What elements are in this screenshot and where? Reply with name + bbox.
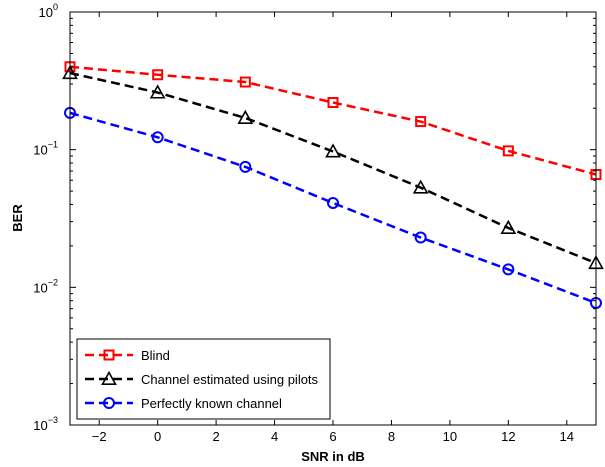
y-tick-label: 100 xyxy=(39,2,58,20)
data-point xyxy=(412,179,429,194)
y-tick-exponent: −1 xyxy=(48,140,58,150)
data-point xyxy=(327,196,339,209)
data-point xyxy=(151,131,164,144)
series-line xyxy=(69,65,597,176)
legend-marker xyxy=(101,370,117,386)
x-tick-label: 6 xyxy=(329,429,336,444)
legend-marker xyxy=(103,397,115,409)
y-tick-exponent: −2 xyxy=(48,277,58,287)
y-tick-label: 10−3 xyxy=(33,415,58,433)
x-ticks: −2 0 2 4 6 8 10 12 14 xyxy=(92,12,574,444)
legend-marker xyxy=(103,349,115,361)
y-axis-label: BER xyxy=(10,204,25,232)
x-tick-label: 2 xyxy=(212,429,219,444)
y-tick-label: 10−1 xyxy=(33,140,58,158)
x-tick-label: 10 xyxy=(443,429,457,444)
data-point xyxy=(502,263,515,276)
legend-label: Perfectly known channel xyxy=(141,396,282,411)
y-tick-base: 10 xyxy=(33,143,47,158)
data-point xyxy=(325,143,341,158)
y-tick-base: 10 xyxy=(39,5,53,20)
y-tick-exponent: −3 xyxy=(48,415,58,425)
legend-label: Blind xyxy=(141,348,170,363)
legend-item: Blind xyxy=(85,348,170,363)
data-point xyxy=(237,109,254,124)
x-tick-label: 0 xyxy=(154,429,161,444)
x-tick-label: 4 xyxy=(271,429,278,444)
legend: Blind Channel estimated using pilots Perfe… xyxy=(76,338,331,420)
series-line xyxy=(69,111,597,305)
legend-label: Channel estimated using pilots xyxy=(141,372,319,387)
data-point xyxy=(152,69,164,81)
data-point xyxy=(149,84,166,99)
x-tick-label: 14 xyxy=(560,429,574,444)
x-tick-label: 8 xyxy=(388,429,395,444)
y-tick-label: 10−2 xyxy=(33,277,58,295)
x-tick-label: −2 xyxy=(92,429,107,444)
series-line xyxy=(69,71,597,265)
data-point xyxy=(500,219,517,234)
data-point xyxy=(502,145,514,157)
y-tick-base: 10 xyxy=(33,418,47,433)
x-axis-label: SNR in dB xyxy=(301,449,365,464)
data-point xyxy=(239,76,251,88)
legend-item: Channel estimated using pilots xyxy=(85,370,319,387)
data-point xyxy=(415,116,427,128)
legend-item: Perfectly known channel xyxy=(85,396,282,411)
data-point xyxy=(414,231,427,244)
x-tick-label: 12 xyxy=(501,429,515,444)
data-point xyxy=(239,160,252,173)
y-tick-base: 10 xyxy=(33,280,47,295)
data-point xyxy=(327,97,339,109)
y-tick-exponent: 0 xyxy=(53,2,58,12)
